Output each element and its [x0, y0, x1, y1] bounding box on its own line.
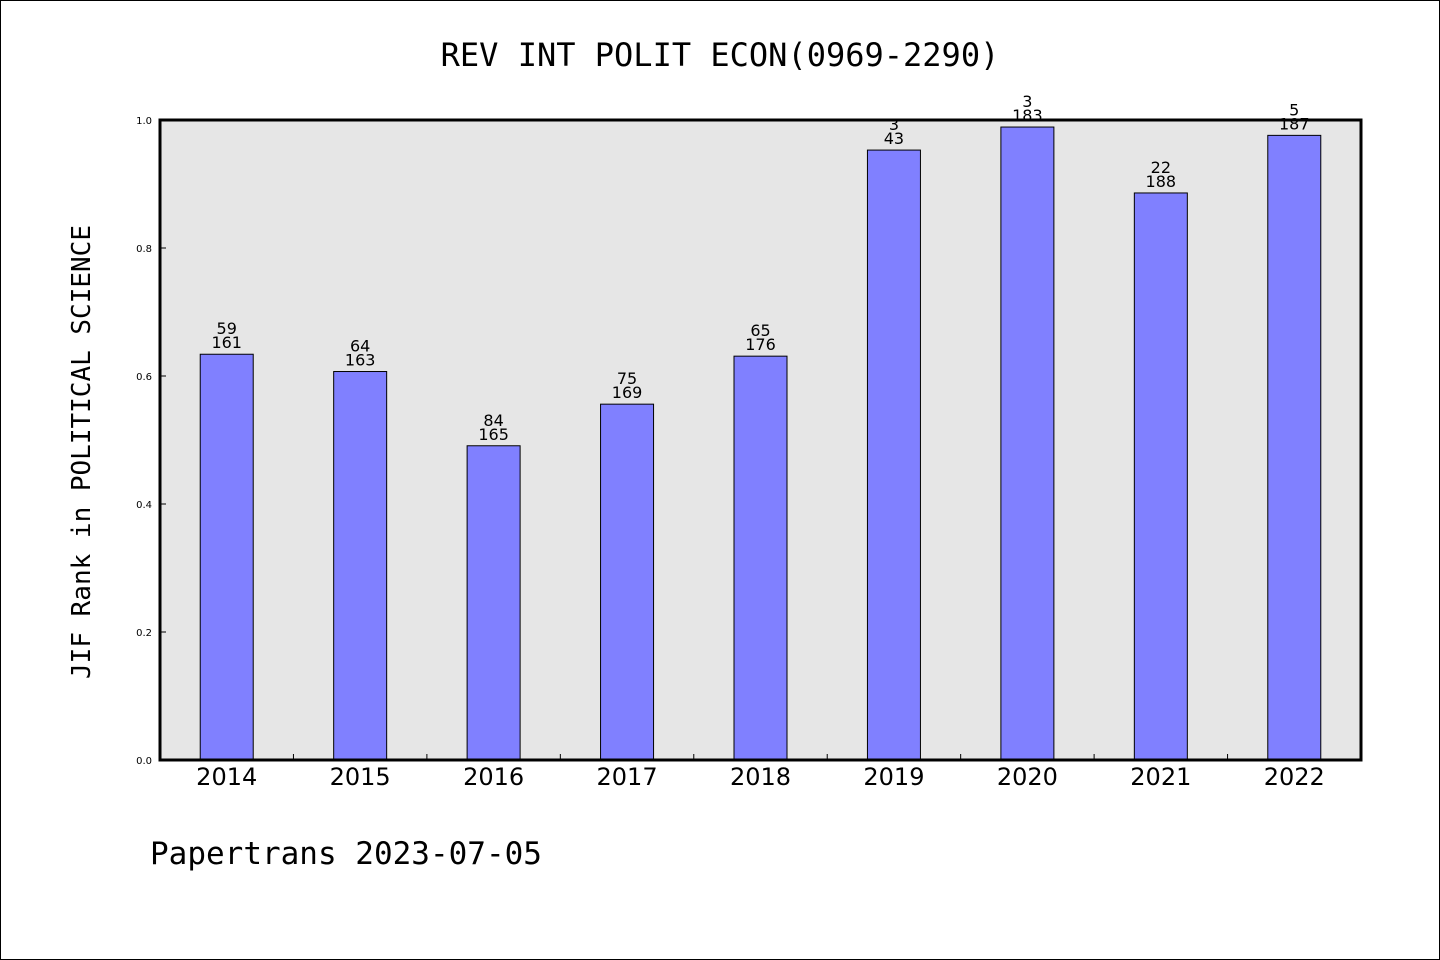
bar-total-label: 165 [478, 425, 509, 444]
y-tick-label: 0.2 [136, 628, 152, 639]
x-tick-label: 2021 [1130, 763, 1191, 791]
bar-2022 [1267, 134, 1322, 761]
bar-rank-label: 65 [750, 321, 770, 340]
chart-title: REV INT POLIT ECON(0969-2290) [441, 36, 1000, 74]
bar-total-label: 187 [1279, 114, 1310, 133]
x-tick-label: 2015 [330, 763, 391, 791]
bar-rank-label: 22 [1151, 158, 1171, 177]
bar-rank-label: 64 [350, 337, 370, 356]
bar-2021 [1133, 192, 1188, 761]
bar-2015 [333, 371, 388, 761]
bar-rank-label: 5 [1289, 100, 1299, 119]
x-tick-label: 2022 [1264, 763, 1325, 791]
x-tick-label: 2014 [196, 763, 257, 791]
plot-border [158, 118, 1363, 762]
x-tick-label: 2019 [863, 763, 924, 791]
y-tick-label: 0.8 [136, 244, 152, 255]
bar-2019 [866, 149, 921, 761]
bar-total-label: 169 [612, 383, 643, 402]
bar-2017 [600, 403, 655, 761]
y-tick-label: 0.0 [136, 756, 152, 767]
bar-total-label: 188 [1146, 172, 1177, 191]
bar-total-label: 176 [745, 335, 776, 354]
x-tick-label: 2017 [597, 763, 658, 791]
y-tick-label: 0.4 [136, 500, 152, 511]
footer-note: Papertrans 2023-07-05 [150, 836, 542, 872]
y-tick-label: 1.0 [136, 116, 152, 127]
y-tick-label: 0.6 [136, 372, 152, 383]
bar-2018 [733, 355, 788, 761]
bar-total-label: 183 [1012, 106, 1043, 125]
bar-2014 [199, 353, 254, 761]
x-tick-label: 2018 [730, 763, 791, 791]
bar-total-label: 43 [884, 129, 904, 148]
bar-rank-label: 75 [617, 369, 637, 388]
bar-rank-label: 3 [1022, 92, 1032, 111]
x-tick-label: 2020 [997, 763, 1058, 791]
bar-rank-label: 84 [483, 411, 503, 430]
bar-2016 [466, 445, 521, 761]
bar-rank-label: 3 [889, 115, 899, 134]
bar-2020 [1000, 126, 1055, 761]
y-axis-label: JIF Rank in POLITICAL SCIENCE [67, 225, 97, 679]
bar-total-label: 161 [211, 333, 242, 352]
x-tick-label: 2016 [463, 763, 524, 791]
bar-rank-label: 59 [217, 319, 237, 338]
bar-total-label: 163 [345, 351, 376, 370]
